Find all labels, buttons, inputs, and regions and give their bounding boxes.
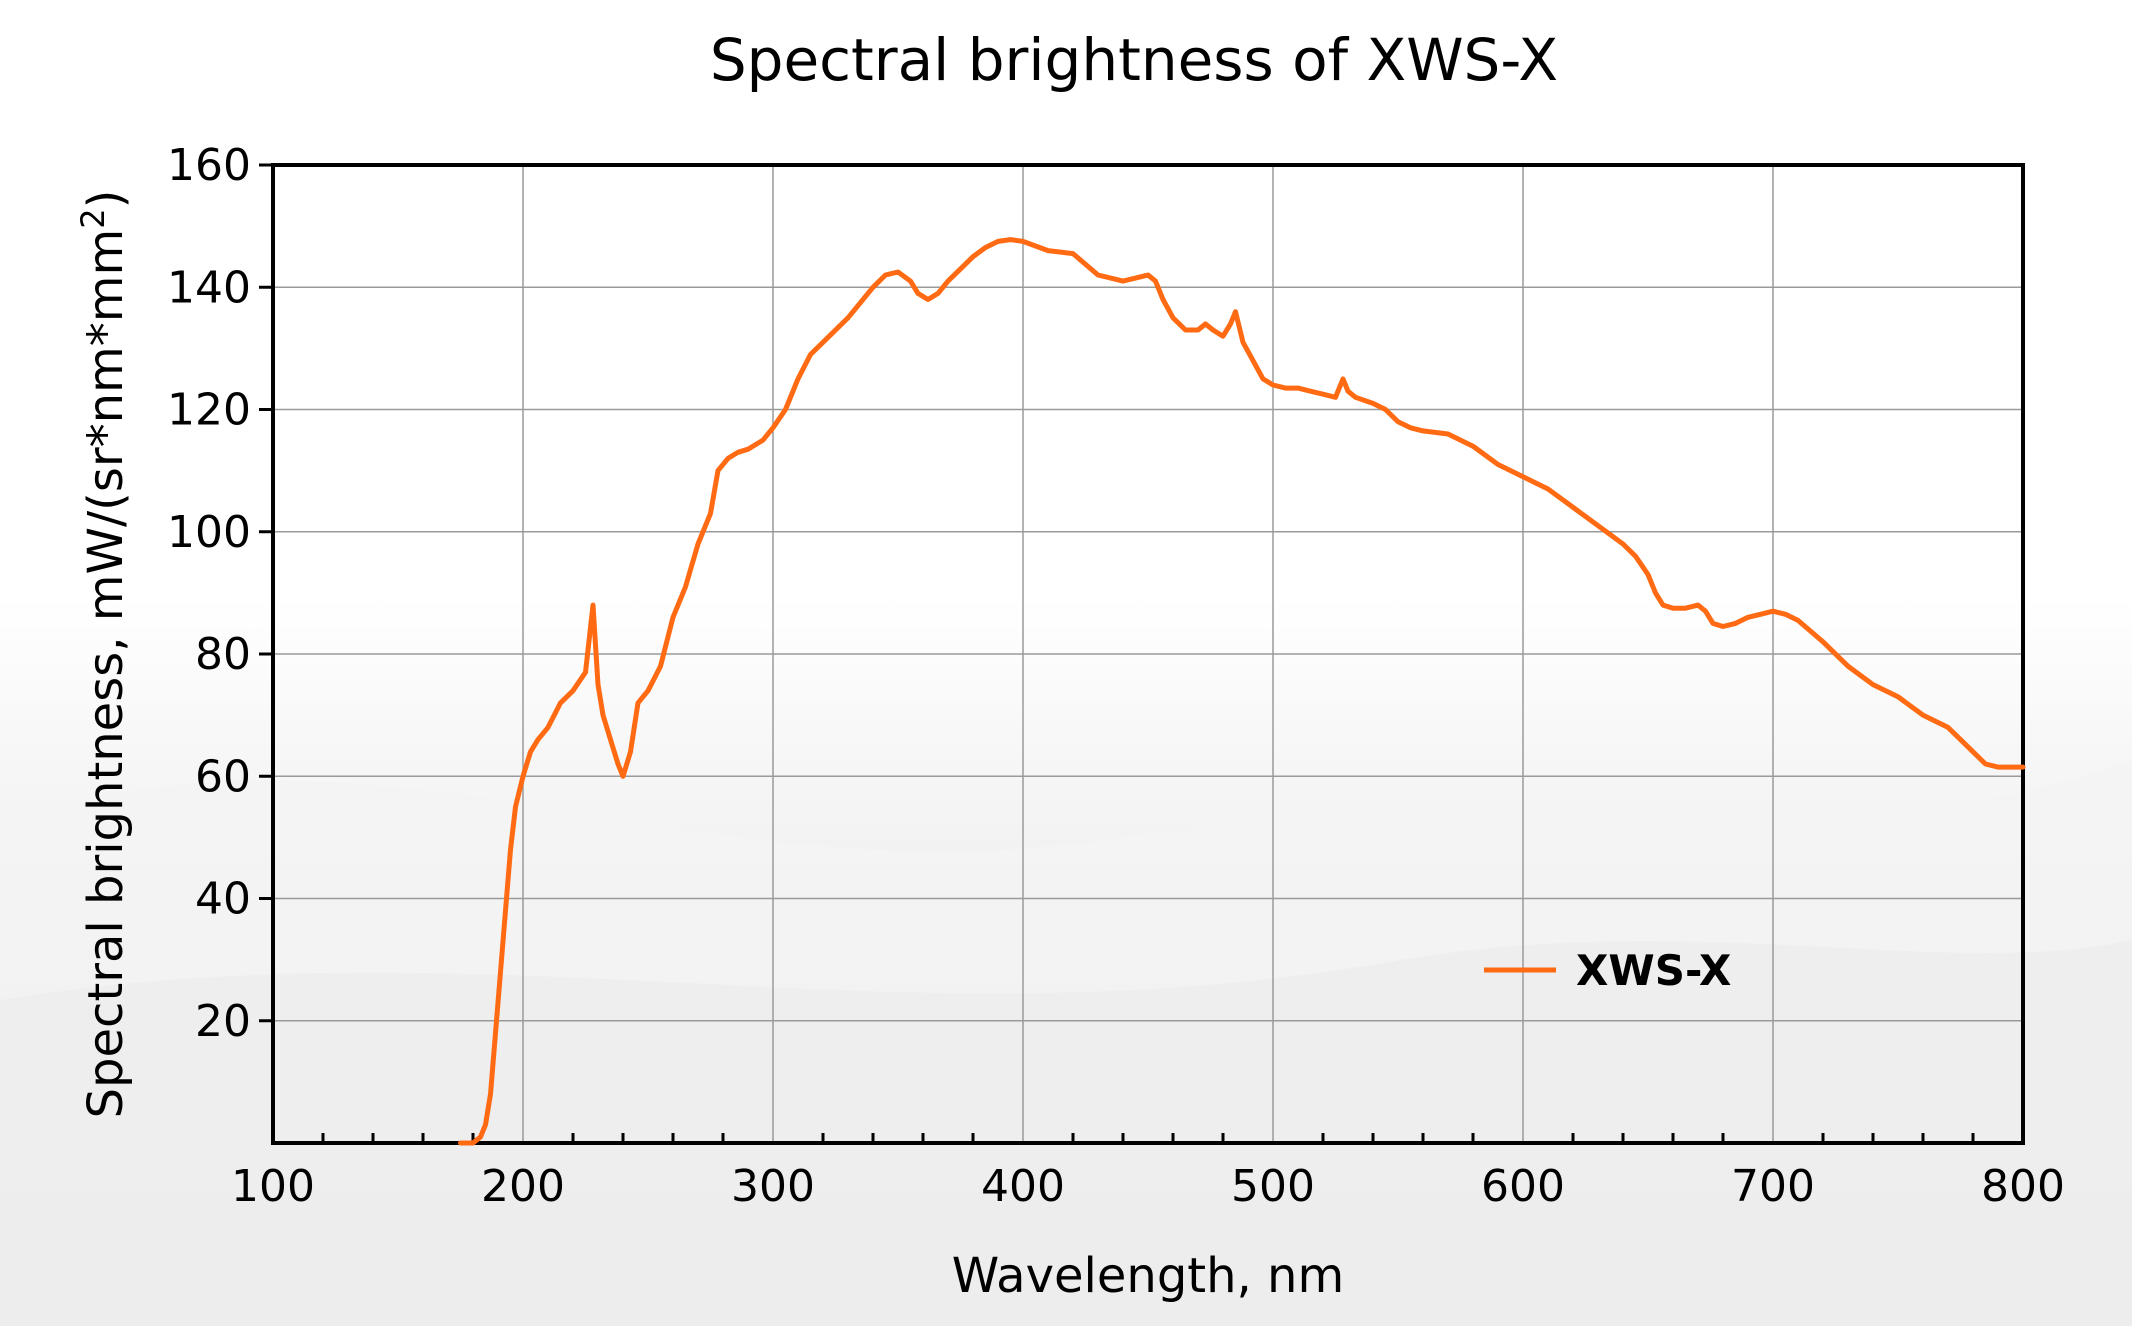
y-tick-label: 40 <box>195 874 251 925</box>
x-tick-labels: 100 200 300 400 500 600 700 800 <box>231 1161 2065 1212</box>
chart-title: Spectral brightness of XWS-X <box>710 26 1558 94</box>
x-tick-label: 400 <box>981 1161 1065 1212</box>
y-axis-label-superscript: 2 <box>74 208 112 228</box>
x-tick-label: 600 <box>1481 1161 1565 1212</box>
y-tick-label: 140 <box>167 262 251 313</box>
background-wave <box>0 940 2132 1326</box>
y-axis-label-suffix: ) <box>78 190 134 209</box>
y-tick-label: 20 <box>195 996 251 1047</box>
x-tick-label: 200 <box>481 1161 565 1212</box>
plot-frame <box>271 163 2025 1145</box>
x-tick-label: 300 <box>731 1161 815 1212</box>
x-axis-label: Wavelength, nm <box>952 1248 1344 1304</box>
x-tick-label: 100 <box>231 1161 315 1212</box>
y-tick-label: 160 <box>167 140 251 191</box>
x-tick-label: 500 <box>1231 1161 1315 1212</box>
y-tick-labels: 20 40 60 80 100 120 140 160 <box>167 140 251 1047</box>
legend: XWS-X <box>1484 946 1731 995</box>
y-tick-label: 120 <box>167 385 251 436</box>
legend-label-xws-x: XWS-X <box>1576 946 1731 995</box>
grid <box>273 165 2023 1143</box>
x-tick-label: 700 <box>1731 1161 1815 1212</box>
x-tick-label: 800 <box>1981 1161 2065 1212</box>
y-tick-label: 80 <box>195 629 251 680</box>
series-line-xws-x <box>458 237 2026 1146</box>
y-tick-label: 100 <box>167 507 251 558</box>
y-axis-label-main: Spectral brightness, mW/(sr*nm*mm <box>78 229 134 1119</box>
y-tick-label: 60 <box>195 751 251 802</box>
y-axis-label: Spectral brightness, mW/(sr*nm*mm2) <box>74 190 134 1119</box>
